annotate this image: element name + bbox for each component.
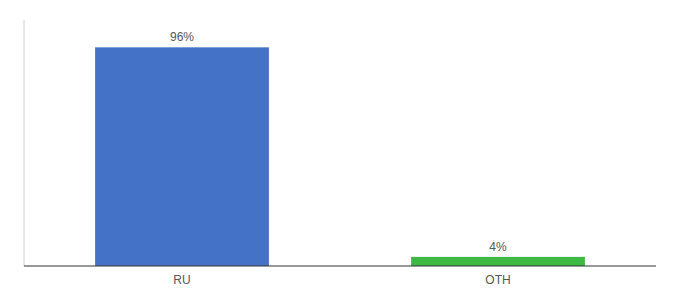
- data-label: 96%: [170, 30, 194, 44]
- bars: [95, 47, 585, 266]
- data-label: 4%: [489, 240, 507, 254]
- chart-container: RU OTH 96% 4%: [0, 0, 680, 300]
- y-axis-line: [24, 20, 25, 266]
- x-axis-line: [24, 266, 656, 267]
- bar: [95, 47, 269, 266]
- chart: RU OTH 96% 4%: [0, 0, 680, 300]
- x-tick-label: RU: [173, 273, 190, 287]
- x-tick-label: OTH: [485, 273, 510, 287]
- bar: [411, 257, 585, 266]
